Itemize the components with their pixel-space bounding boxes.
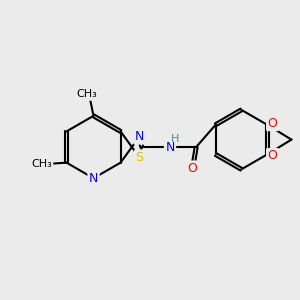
Text: N: N bbox=[89, 172, 98, 185]
Text: O: O bbox=[268, 117, 278, 130]
Text: H: H bbox=[171, 134, 180, 144]
Text: CH₃: CH₃ bbox=[31, 159, 52, 169]
Text: CH₃: CH₃ bbox=[76, 89, 97, 99]
Text: O: O bbox=[268, 149, 278, 162]
Text: O: O bbox=[188, 162, 198, 175]
Text: S: S bbox=[135, 151, 143, 164]
Text: N: N bbox=[135, 130, 144, 143]
Text: N: N bbox=[165, 140, 175, 154]
